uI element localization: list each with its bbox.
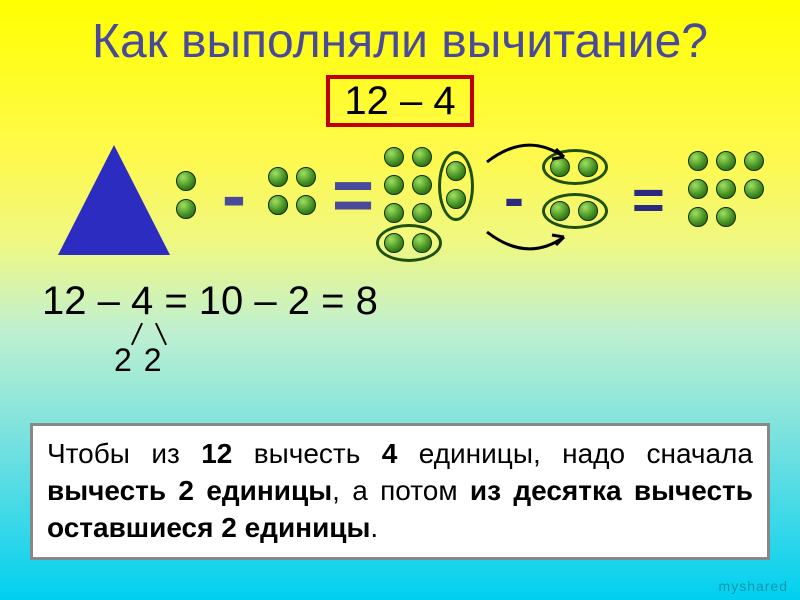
equals-icon: = (332, 155, 374, 237)
rule-bold: 4 (382, 438, 398, 469)
split-b: 2 (144, 342, 174, 378)
split-numbers: 22 (114, 342, 800, 379)
ring-icon (438, 151, 474, 221)
minus-icon: - (504, 163, 524, 232)
rule-box: Чтобы из 12 вычесть 4 единицы, надо снач… (30, 423, 770, 560)
visual-equation: - = - = (0, 133, 800, 273)
triangle-icon (58, 145, 170, 255)
arrow-icon (482, 137, 572, 167)
equation-text: 12 – 4 = 10 – 2 = 8 (42, 279, 800, 324)
ring-icon (376, 224, 442, 262)
arrow-icon (482, 227, 572, 257)
equals-icon: = (632, 167, 665, 232)
split-a: 2 (114, 342, 144, 378)
rule-bold: вычесть 2 единицы (47, 475, 332, 506)
ring-icon (542, 193, 608, 229)
rule-text: Чтобы из (47, 438, 201, 469)
rule-text: единицы, надо сначала (397, 438, 753, 469)
watermark-text: myshared (719, 578, 788, 594)
page-title: Как выполняли вычитание? (0, 0, 800, 69)
rule-text: вычесть (232, 438, 381, 469)
minus-icon: - (222, 155, 246, 237)
problem-box: 12 – 4 (0, 75, 800, 127)
rule-text: . (370, 512, 378, 543)
rule-bold: 12 (201, 438, 232, 469)
rule-text: , а потом (332, 475, 470, 506)
split-branches-icon (128, 322, 188, 344)
problem-text: 12 – 4 (326, 75, 473, 127)
